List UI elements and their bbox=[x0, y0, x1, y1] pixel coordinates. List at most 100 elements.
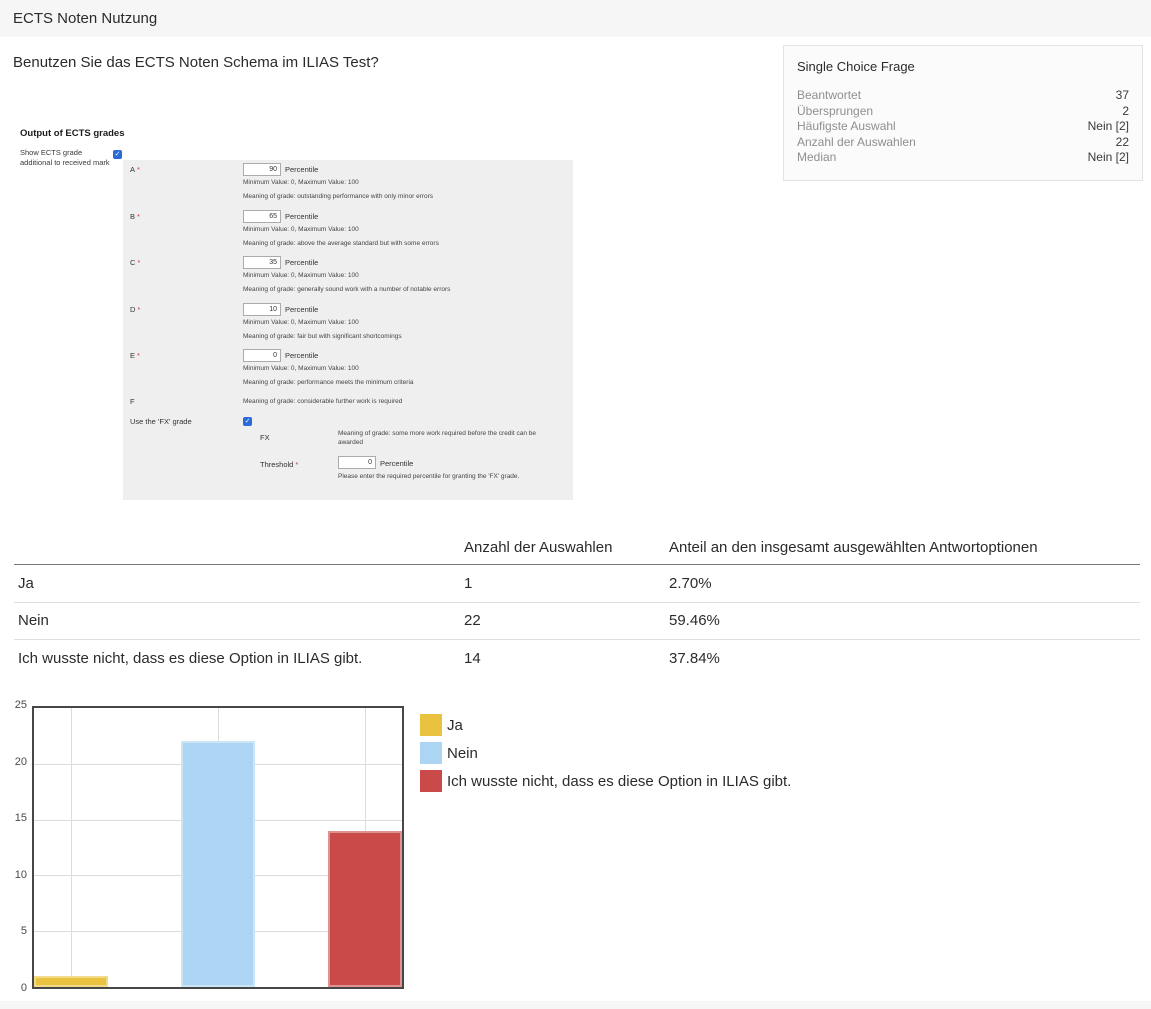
checkbox-checked-icon[interactable]: ✓ bbox=[243, 417, 252, 426]
gridline-vertical bbox=[70, 708, 72, 987]
grade-b-percentile-input[interactable] bbox=[243, 210, 281, 223]
page-title: ECTS Noten Nutzung bbox=[13, 10, 158, 27]
legend-swatch bbox=[420, 714, 442, 736]
table-row: Ich wusste nicht, dass es diese Option i… bbox=[14, 640, 1140, 678]
stat-label: Häufigste Auswahl bbox=[797, 119, 896, 133]
bar-1 bbox=[181, 741, 255, 987]
fx-label: FX bbox=[260, 433, 270, 442]
ects-form-image: Output of ECTS grades Show ECTS grade ad… bbox=[14, 127, 574, 502]
cell-count: 22 bbox=[464, 612, 481, 630]
stat-value: 2 bbox=[1122, 103, 1129, 118]
checkbox-checked-icon[interactable]: ✓ bbox=[113, 150, 122, 159]
y-axis: 0 5 10 15 20 25 bbox=[0, 699, 28, 994]
use-fx-label: Use the 'FX' grade bbox=[130, 417, 192, 426]
ects-grades-panel: A* Percentile Minimum Value: 0, Maximum … bbox=[123, 160, 573, 500]
cell-count: 1 bbox=[464, 574, 473, 592]
stat-label: Median bbox=[797, 150, 837, 164]
check-icon: ✓ bbox=[114, 151, 121, 158]
y-tick-label: 25 bbox=[14, 699, 27, 711]
stat-row-haeufigste-auswahl: Häufigste Auswahl Nein [2] bbox=[797, 119, 1129, 135]
cell-option: Nein bbox=[18, 612, 49, 630]
threshold-help: Please enter the required percentile for… bbox=[338, 473, 520, 480]
y-tick-label: 0 bbox=[20, 982, 27, 994]
chart-legend: Ja Nein Ich wusste nicht, dass es diese Op… bbox=[420, 714, 791, 798]
legend-item: Ja bbox=[420, 714, 791, 736]
minmax-hint: Minimum Value: 0, Maximum Value: 100 bbox=[243, 179, 359, 186]
grade-label: A * bbox=[130, 165, 140, 174]
required-marker: * bbox=[137, 305, 141, 314]
grade-label: F bbox=[130, 397, 135, 406]
stat-row-median: Median Nein [2] bbox=[797, 150, 1129, 166]
stat-value: Nein [2] bbox=[1087, 119, 1129, 133]
stat-row-beantwortet: Beantwortet 37 bbox=[797, 88, 1129, 104]
ects-form-heading: Output of ECTS grades bbox=[20, 128, 125, 139]
cell-share: 2.70% bbox=[669, 574, 712, 592]
stat-value: 37 bbox=[1115, 88, 1129, 102]
required-marker: * bbox=[137, 258, 141, 267]
bar-chart-plot bbox=[32, 706, 404, 989]
percentile-label: Percentile bbox=[285, 351, 319, 360]
percentile-label: Percentile bbox=[285, 305, 319, 314]
bar-2 bbox=[328, 830, 402, 987]
cell-option: Ich wusste nicht, dass es diese Option i… bbox=[18, 650, 363, 668]
show-ects-grade-label: Show ECTS grade additional to received m… bbox=[20, 148, 110, 167]
grade-label: E * bbox=[130, 351, 140, 360]
required-marker: * bbox=[137, 165, 140, 174]
grade-label: C * bbox=[130, 258, 141, 267]
required-marker: * bbox=[137, 351, 140, 360]
col-header-count: Anzahl der Auswahlen bbox=[464, 538, 613, 556]
grade-label: B * bbox=[130, 212, 140, 221]
percentile-label: Percentile bbox=[380, 459, 414, 468]
stat-label: Beantwortet bbox=[797, 88, 862, 102]
table-header-row: Anzahl der Auswahlen Anteil an den insge… bbox=[14, 530, 1140, 565]
minmax-hint: Minimum Value: 0, Maximum Value: 100 bbox=[243, 365, 359, 372]
stat-value: 22 bbox=[1115, 134, 1129, 149]
legend-item: Nein bbox=[420, 742, 791, 764]
grade-label: D * bbox=[130, 305, 141, 314]
question-title-bar: ECTS Noten Nutzung bbox=[0, 0, 1151, 37]
legend-swatch bbox=[420, 770, 442, 792]
required-marker: * bbox=[295, 460, 299, 469]
minmax-hint: Minimum Value: 0, Maximum Value: 100 bbox=[243, 226, 359, 233]
legend-label: Nein bbox=[447, 744, 478, 762]
legend-label: Ja bbox=[447, 716, 463, 734]
cell-share: 59.46% bbox=[669, 612, 720, 630]
grade-meaning: Meaning of grade: above the average stan… bbox=[243, 240, 439, 247]
fx-meaning: Meaning of grade: some more work require… bbox=[338, 430, 536, 446]
grade-c-percentile-input[interactable] bbox=[243, 256, 281, 269]
grade-meaning: Meaning of grade: considerable further w… bbox=[243, 398, 403, 405]
grade-meaning: Meaning of grade: performance meets the … bbox=[243, 379, 414, 386]
results-table: Anzahl der Auswahlen Anteil an den insge… bbox=[14, 530, 1140, 678]
next-section-strip bbox=[0, 1001, 1151, 1009]
y-tick-label: 10 bbox=[14, 868, 27, 881]
y-tick-label: 15 bbox=[14, 812, 27, 825]
legend-swatch bbox=[420, 742, 442, 764]
y-tick-label: 5 bbox=[20, 925, 27, 938]
legend-label: Ich wusste nicht, dass es diese Option i… bbox=[447, 772, 792, 790]
col-header-share: Anteil an den insgesamt ausgewählten Ant… bbox=[669, 538, 1038, 556]
stat-row-anzahl-auswahlen: Anzahl der Auswahlen 22 bbox=[797, 135, 1129, 151]
minmax-hint: Minimum Value: 0, Maximum Value: 100 bbox=[243, 272, 359, 279]
cell-option: Ja bbox=[18, 574, 34, 592]
grade-d-percentile-input[interactable] bbox=[243, 303, 281, 316]
required-marker: * bbox=[137, 212, 140, 221]
cell-count: 14 bbox=[464, 650, 481, 668]
bar-0 bbox=[34, 975, 108, 987]
percentile-label: Percentile bbox=[285, 165, 319, 174]
threshold-label: Threshold * bbox=[260, 460, 299, 469]
grade-meaning: Meaning of grade: fair but with signific… bbox=[243, 333, 402, 340]
grade-meaning: Meaning of grade: generally sound work w… bbox=[243, 286, 451, 293]
stat-label: Anzahl der Auswahlen bbox=[797, 134, 916, 149]
percentile-label: Percentile bbox=[285, 258, 319, 267]
legend-item: Ich wusste nicht, dass es diese Option i… bbox=[420, 770, 791, 792]
check-icon: ✓ bbox=[244, 418, 251, 425]
table-row: Ja 1 2.70% bbox=[14, 565, 1140, 603]
percentile-label: Percentile bbox=[285, 212, 319, 221]
grade-a-percentile-input[interactable] bbox=[243, 163, 281, 176]
threshold-percentile-input[interactable] bbox=[338, 456, 376, 469]
y-tick-label: 20 bbox=[14, 755, 27, 768]
stat-value: Nein [2] bbox=[1087, 150, 1129, 164]
table-row: Nein 22 59.46% bbox=[14, 603, 1140, 640]
grade-e-percentile-input[interactable] bbox=[243, 349, 281, 362]
stats-panel: Single Choice Frage Beantwortet 37 Übers… bbox=[783, 45, 1143, 181]
